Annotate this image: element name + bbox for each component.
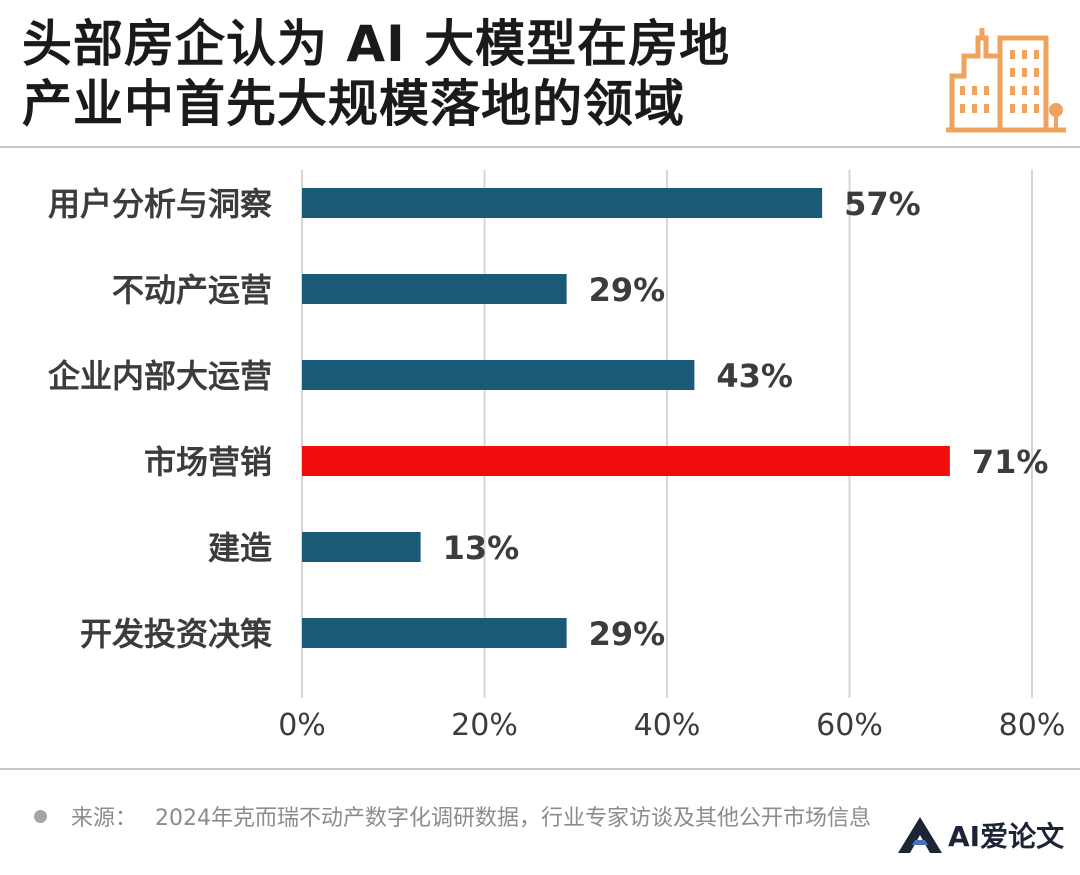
title-line-1: 头部房企认为 AI 大模型在房地 [22, 15, 731, 73]
bar [302, 188, 823, 218]
bar [302, 446, 950, 476]
value-label: 13% [443, 529, 520, 567]
value-label: 71% [972, 443, 1049, 481]
bar [302, 274, 567, 304]
top-divider [0, 146, 1080, 148]
value-label: 57% [844, 185, 921, 223]
x-tick-label: 60% [816, 708, 883, 743]
x-tick-label: 0% [278, 708, 326, 743]
ai-logo-icon [898, 817, 942, 853]
value-label: 29% [589, 615, 666, 653]
logo-text: AI爱论文 [948, 820, 1065, 853]
bar [302, 360, 695, 390]
bar-chart: 0% 20% 40% 60% 80% 用户分析与洞察 57% 不动产运营 29% 企业内部大运营 4… [48, 170, 1066, 743]
category-label: 市场营销 [144, 443, 272, 481]
bullet-dot [34, 809, 47, 823]
source-note: 来源： 2024年克而瑞不动产数字化调研数据，行业专家访谈及其他公开市场信息 [34, 800, 871, 832]
x-tick-label: 20% [451, 708, 518, 743]
bar [302, 618, 567, 648]
x-tick-label: 80% [999, 708, 1066, 743]
source-text: 2024年克而瑞不动产数字化调研数据，行业专家访谈及其他公开市场信息 [155, 806, 872, 831]
category-label: 建造 [208, 529, 272, 567]
category-label: 开发投资决策 [80, 615, 272, 653]
value-label: 29% [589, 271, 666, 309]
chart-title: 头部房企认为 AI 大模型在房地 产业中首先大规模落地的领域 [22, 14, 730, 134]
bar [302, 532, 421, 562]
category-label: 不动产运营 [112, 271, 272, 309]
title-line-2: 产业中首先大规模落地的领域 [22, 75, 685, 133]
site-logo: AI爱论文 [896, 815, 1064, 855]
building-icon [946, 28, 1066, 133]
value-label: 43% [716, 357, 793, 395]
x-tick-label: 40% [634, 708, 701, 743]
category-label: 企业内部大运营 [48, 357, 272, 395]
source-label: 来源： [71, 806, 138, 831]
category-label: 用户分析与洞察 [48, 185, 272, 223]
bottom-divider [0, 768, 1080, 770]
